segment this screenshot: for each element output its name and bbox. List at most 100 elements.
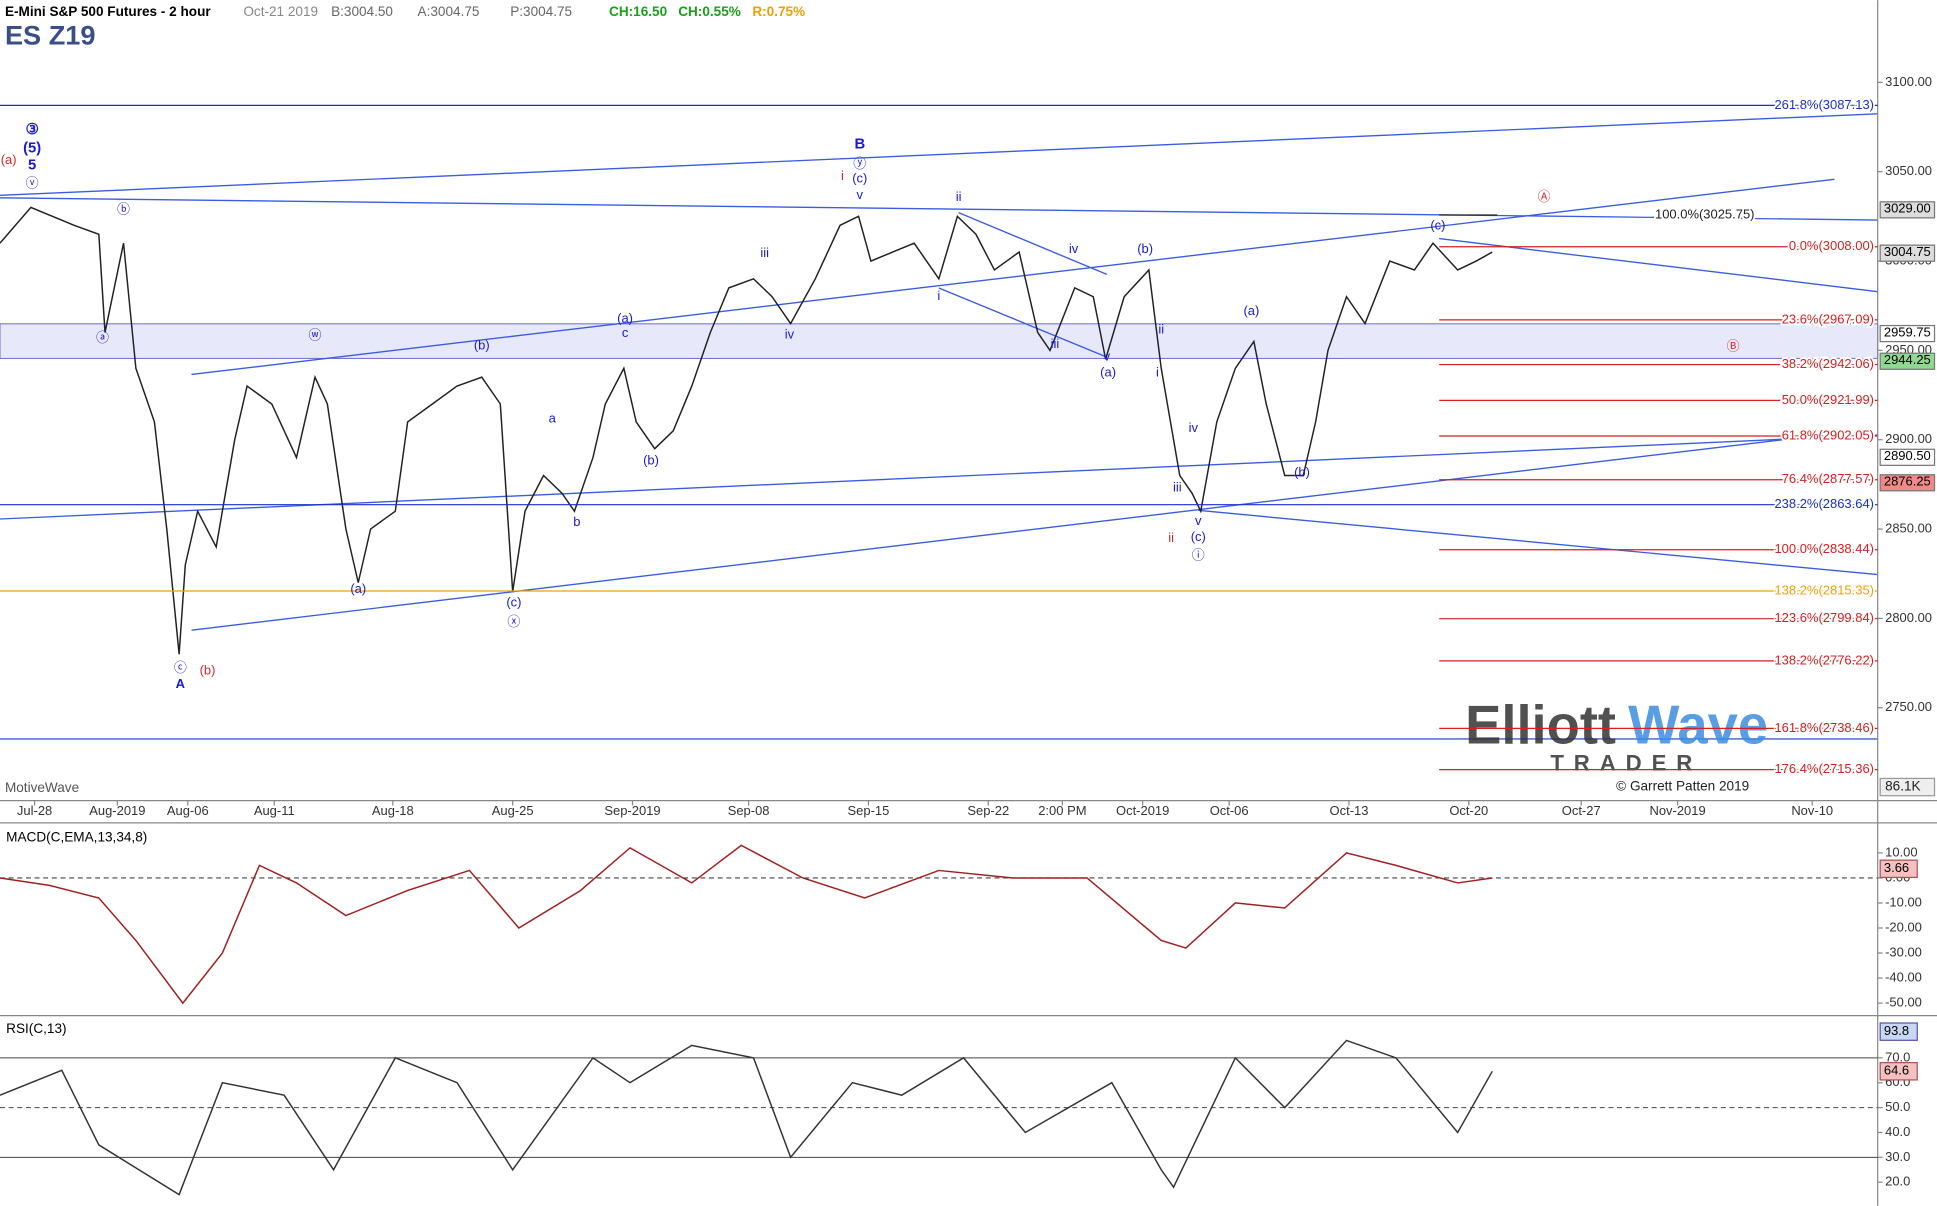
header-change: CH:16.50 — [609, 4, 667, 19]
header-bid: B:3004.50 — [331, 4, 393, 19]
wave-label: (b) — [1294, 465, 1310, 480]
price-box — [1879, 201, 1936, 219]
wave-label: (a) — [617, 310, 633, 325]
x-tick-label: Sep-15 — [848, 803, 890, 818]
fib-label: 176.4%(2715.36) — [1774, 761, 1874, 776]
x-tick-label: Nov-2019 — [1649, 803, 1705, 818]
wave-label: (a) — [1, 152, 17, 167]
wave-label: (b) — [643, 452, 659, 467]
price-box — [1879, 474, 1936, 492]
watermark: MotiveWave — [5, 780, 79, 795]
x-tick-label: Aug-2019 — [89, 803, 145, 818]
macd-title: MACD(C,EMA,13,34,8) — [6, 829, 147, 844]
y-tick-label: 30.0 — [1885, 1149, 1910, 1164]
wave-label: v — [857, 187, 864, 202]
wave-label: (a) — [1243, 303, 1259, 318]
x-tick-label: Sep-2019 — [604, 803, 660, 818]
y-tick-label: -40.00 — [1885, 970, 1922, 985]
trend-line — [1198, 509, 1878, 576]
logo-trader: TRADER — [1550, 751, 1702, 776]
wave-label: v — [1104, 349, 1111, 364]
wave-label: iv — [785, 326, 795, 341]
trend-line — [938, 287, 1108, 358]
header-ask: A:3004.75 — [418, 4, 480, 19]
y-tick-label: -20.00 — [1885, 919, 1922, 934]
x-tick-label: Jul-28 — [17, 803, 52, 818]
trend-line — [0, 197, 1878, 221]
wave-label: ii — [956, 189, 962, 204]
header-price: P:3004.75 — [510, 4, 572, 19]
rsi-title: RSI(C,13) — [6, 1021, 66, 1036]
wave-label: (c) — [1191, 529, 1206, 544]
y-tick-label: 50.0 — [1885, 1099, 1910, 1114]
x-tick-label: Oct-27 — [1562, 803, 1601, 818]
y-tick-label: -10.00 — [1885, 894, 1922, 909]
support-zone — [0, 323, 1879, 359]
header-title: E-Mini S&P 500 Futures - 2 hour — [5, 4, 211, 19]
x-tick-label: Nov-10 — [1791, 803, 1833, 818]
current-box — [1879, 1062, 1918, 1081]
wave-label: iv — [1189, 420, 1199, 435]
wave-label: ⓦ — [309, 328, 322, 343]
price-label: 2959.75 — [1884, 324, 1931, 339]
wave-label: c — [622, 325, 629, 340]
fib-label: 100.0%(3025.75) — [1655, 206, 1755, 221]
wave-label: ③ — [25, 122, 38, 138]
wave-label: ii — [1168, 530, 1174, 545]
fib-label: 138.2%(2776.22) — [1774, 652, 1874, 667]
max-box — [1879, 1022, 1918, 1041]
wave-label: (a) — [350, 581, 366, 596]
wave-label: (b) — [474, 337, 490, 352]
wave-label: i — [937, 288, 940, 303]
y-tick-label: 2750.00 — [1885, 699, 1932, 714]
fib-label: 238.2%(2863.64) — [1774, 496, 1874, 511]
wave-label: Ⓑ — [1727, 339, 1740, 354]
wave-label: iv — [1069, 241, 1079, 256]
wave-label: (c) — [506, 594, 521, 609]
trend-line — [191, 178, 1835, 376]
fib-label: 138.2%(2815.35) — [1774, 582, 1874, 597]
x-tick-label: Aug-11 — [254, 803, 295, 818]
fib-label: 61.8%(2902.05) — [1782, 427, 1874, 442]
fib-label: 50.0%(2921.99) — [1782, 392, 1874, 407]
y-tick-label: 2850.00 — [1885, 520, 1932, 535]
fib-label: 100.0%(2838.44) — [1774, 541, 1874, 556]
wave-label: i — [841, 168, 844, 183]
trend-line — [191, 434, 1823, 631]
fib-label: 261.8%(3087.13) — [1774, 97, 1874, 112]
x-tick-label: 2:00 PM — [1038, 803, 1086, 818]
price-box — [1879, 324, 1936, 343]
header-change-pct: CH:0.55% — [678, 4, 741, 19]
copyright: © Garrett Patten 2019 — [1616, 779, 1749, 794]
wave-label: ⓥ — [26, 176, 39, 191]
y-tick-label: 2800.00 — [1885, 610, 1932, 625]
x-tick-label: Oct-06 — [1210, 803, 1249, 818]
x-tick-label: Oct-13 — [1330, 803, 1369, 818]
max-label: 93.8 — [1884, 1023, 1909, 1038]
y-tick-label: 3050.00 — [1885, 163, 1932, 178]
wave-label: ⓒ — [174, 660, 187, 675]
wave-label: (c) — [852, 171, 867, 186]
x-tick-label: Oct-2019 — [1116, 803, 1169, 818]
wave-label: iii — [760, 245, 769, 260]
symbol-title: ES Z19 — [5, 19, 96, 50]
trend-line — [0, 113, 1878, 197]
wave-label: a — [549, 410, 557, 425]
x-tick-label: Sep-22 — [967, 803, 1009, 818]
price-box — [1879, 448, 1936, 466]
wave-label: (5) — [23, 140, 41, 156]
wave-label: i — [1156, 365, 1159, 380]
price-box — [1879, 244, 1936, 262]
x-tick-label: Aug-18 — [372, 803, 414, 818]
header-range: R:0.75% — [752, 4, 805, 19]
current-label: 64.6 — [1884, 1063, 1909, 1078]
x-tick-label: Aug-06 — [167, 803, 209, 818]
price-box — [1879, 352, 1936, 370]
fib-label: 38.2%(2942.06) — [1782, 356, 1874, 371]
volume-box — [1879, 777, 1936, 797]
fib-label: 23.6%(2967.09) — [1782, 311, 1874, 326]
wave-label: (c) — [1430, 218, 1445, 233]
y-tick-label: -50.00 — [1885, 995, 1922, 1010]
wave-label: (a) — [1100, 365, 1116, 380]
